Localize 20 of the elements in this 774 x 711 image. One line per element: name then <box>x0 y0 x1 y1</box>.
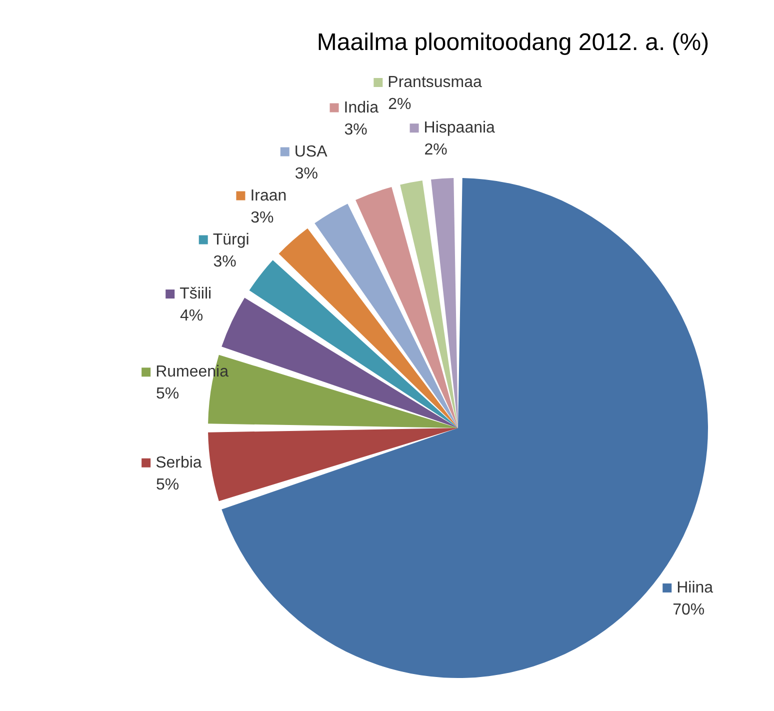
data-label: 5% <box>156 476 180 494</box>
data-label: 2% <box>388 96 412 113</box>
data-label: 3% <box>250 209 274 226</box>
data-label: 70% <box>672 601 705 618</box>
legend-label: Iraan <box>250 187 287 204</box>
chart-title: Maailma ploomitoodang 2012. a. (%) <box>316 29 710 56</box>
legend-label: Hiina <box>676 579 714 596</box>
legend-label: Serbia <box>156 454 202 472</box>
legend-label: Türgi <box>212 231 250 248</box>
data-label: 4% <box>180 308 204 325</box>
data-label: 3% <box>213 253 236 270</box>
legend-label: India <box>344 99 379 116</box>
data-label: 3% <box>344 121 368 138</box>
legend-label: USA <box>294 143 328 160</box>
legend-label: Tšiili <box>180 286 212 303</box>
data-label: 5% <box>156 386 180 403</box>
legend-label: Hispaania <box>424 120 496 137</box>
legend-label: Prantsusmaa <box>388 74 482 91</box>
data-label: 2% <box>424 142 448 159</box>
data-label: 3% <box>294 165 318 182</box>
